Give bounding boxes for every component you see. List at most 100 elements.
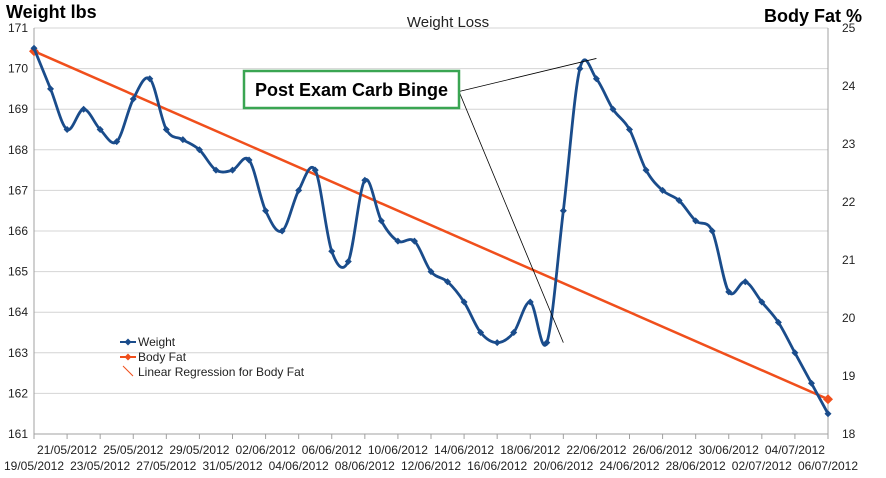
y-left-tick-label: 171	[8, 21, 28, 35]
annotation-box	[242, 69, 461, 110]
y-left-tick-label: 167	[8, 183, 28, 197]
y-left-tick-label: 165	[8, 265, 28, 279]
x-tick-label: 14/06/2012	[434, 443, 494, 457]
x-tick-label: 04/07/2012	[765, 443, 825, 457]
y-left-tick-label: 161	[8, 427, 28, 441]
x-tick-label: 08/06/2012	[335, 459, 395, 473]
weight-point	[493, 339, 501, 347]
legend-weight-marker	[124, 338, 132, 346]
weight-point	[262, 207, 270, 215]
weight-point	[427, 268, 435, 276]
y-right-tick-label: 18	[842, 427, 856, 441]
weight-point	[659, 186, 667, 194]
y-right-tick-label: 23	[842, 137, 856, 151]
weight-point	[311, 166, 319, 174]
weight-point	[592, 75, 600, 83]
weight-point	[543, 339, 551, 347]
x-axis-ticks: 19/05/2012 21/05/2012 23/05/2012 25/05/2012…	[4, 434, 858, 473]
x-tick-label: 20/06/2012	[533, 459, 593, 473]
weight-point	[510, 329, 518, 336]
y-right-tick-label: 24	[842, 79, 856, 93]
weight-point	[708, 227, 716, 235]
y-right-tick-label: 25	[842, 21, 856, 35]
weight-point	[63, 126, 71, 133]
x-tick-label: 22/06/2012	[566, 443, 626, 457]
x-tick-label: 29/05/2012	[169, 443, 229, 457]
y-right-tick-label: 19	[842, 369, 856, 383]
y-left-tick-label: 162	[8, 386, 28, 400]
right-axis-ticks: 18 19 20 21 22 23 24 25	[842, 21, 856, 441]
y-left-tick-label: 170	[8, 62, 28, 76]
y-right-tick-label: 20	[842, 311, 856, 325]
weight-point	[212, 166, 220, 174]
annotation-leader-line	[458, 91, 564, 343]
weight-point	[725, 288, 733, 296]
weight-point	[460, 298, 468, 306]
weight-point	[444, 278, 452, 286]
legend-bodyfat-label: Body Fat	[138, 350, 187, 364]
series-weight	[30, 44, 832, 418]
x-tick-label: 23/05/2012	[70, 459, 130, 473]
weight-point	[361, 176, 369, 184]
x-tick-label: 02/06/2012	[236, 443, 296, 457]
weight-point	[675, 197, 683, 205]
weight-point	[179, 136, 187, 144]
y-left-axis-label: Weight lbs	[6, 2, 97, 22]
y-left-tick-label: 168	[8, 143, 28, 157]
weight-point	[162, 126, 170, 133]
x-tick-label: 06/07/2012	[798, 459, 858, 473]
annotation-text: Post Exam Carb Binge	[255, 80, 448, 100]
x-tick-label: 02/07/2012	[732, 459, 792, 473]
y-left-tick-label: 164	[8, 305, 28, 319]
x-tick-label: 21/05/2012	[37, 443, 97, 457]
annotation-group: Post Exam Carb Binge	[242, 58, 597, 343]
weight-point	[741, 278, 749, 286]
weight-point	[47, 85, 55, 93]
legend-bodyfat-marker	[124, 353, 132, 361]
x-tick-label: 04/06/2012	[269, 459, 329, 473]
weight-point	[774, 318, 782, 326]
weight-point	[229, 166, 236, 174]
weight-point	[807, 379, 815, 387]
weight-point	[245, 156, 253, 164]
weight-point	[758, 298, 766, 306]
x-tick-label: 30/06/2012	[699, 443, 759, 457]
weight-point	[129, 95, 137, 103]
weight-point	[559, 207, 567, 215]
x-tick-label: 31/05/2012	[202, 459, 262, 473]
left-axis-ticks: 161 162 163 164 165 166 167 168 169 170 171	[8, 21, 28, 441]
weight-point	[526, 298, 534, 306]
weight-point	[328, 247, 336, 255]
weight-point	[295, 186, 303, 194]
chart-title: Weight Loss	[407, 14, 489, 31]
weight-point	[609, 105, 617, 113]
weight-point	[344, 257, 352, 265]
legend-regression-label: Linear Regression for Body Fat	[138, 365, 305, 379]
y-left-tick-label: 169	[8, 102, 28, 116]
annotation-leader-line	[458, 58, 597, 92]
weight-point	[692, 217, 700, 225]
x-tick-label: 19/05/2012	[4, 459, 64, 473]
x-tick-label: 18/06/2012	[500, 443, 560, 457]
weight-point	[477, 329, 485, 336]
weight-point	[377, 217, 385, 225]
body-fat-point	[823, 394, 833, 405]
x-tick-label: 25/05/2012	[103, 443, 163, 457]
x-tick-label: 06/06/2012	[302, 443, 362, 457]
weight-point	[96, 126, 104, 133]
x-tick-label: 27/05/2012	[136, 459, 196, 473]
weight-point	[30, 44, 38, 52]
weight-point	[410, 237, 418, 245]
x-tick-label: 10/06/2012	[368, 443, 428, 457]
weight-point	[394, 237, 402, 245]
x-tick-label: 16/06/2012	[467, 459, 527, 473]
weight-point	[626, 126, 633, 133]
y-right-tick-label: 21	[842, 253, 856, 267]
y-left-tick-label: 163	[8, 346, 28, 360]
weight-point	[146, 75, 154, 83]
weight-point	[824, 410, 832, 418]
weight-point	[791, 349, 799, 357]
x-tick-label: 28/06/2012	[666, 459, 726, 473]
